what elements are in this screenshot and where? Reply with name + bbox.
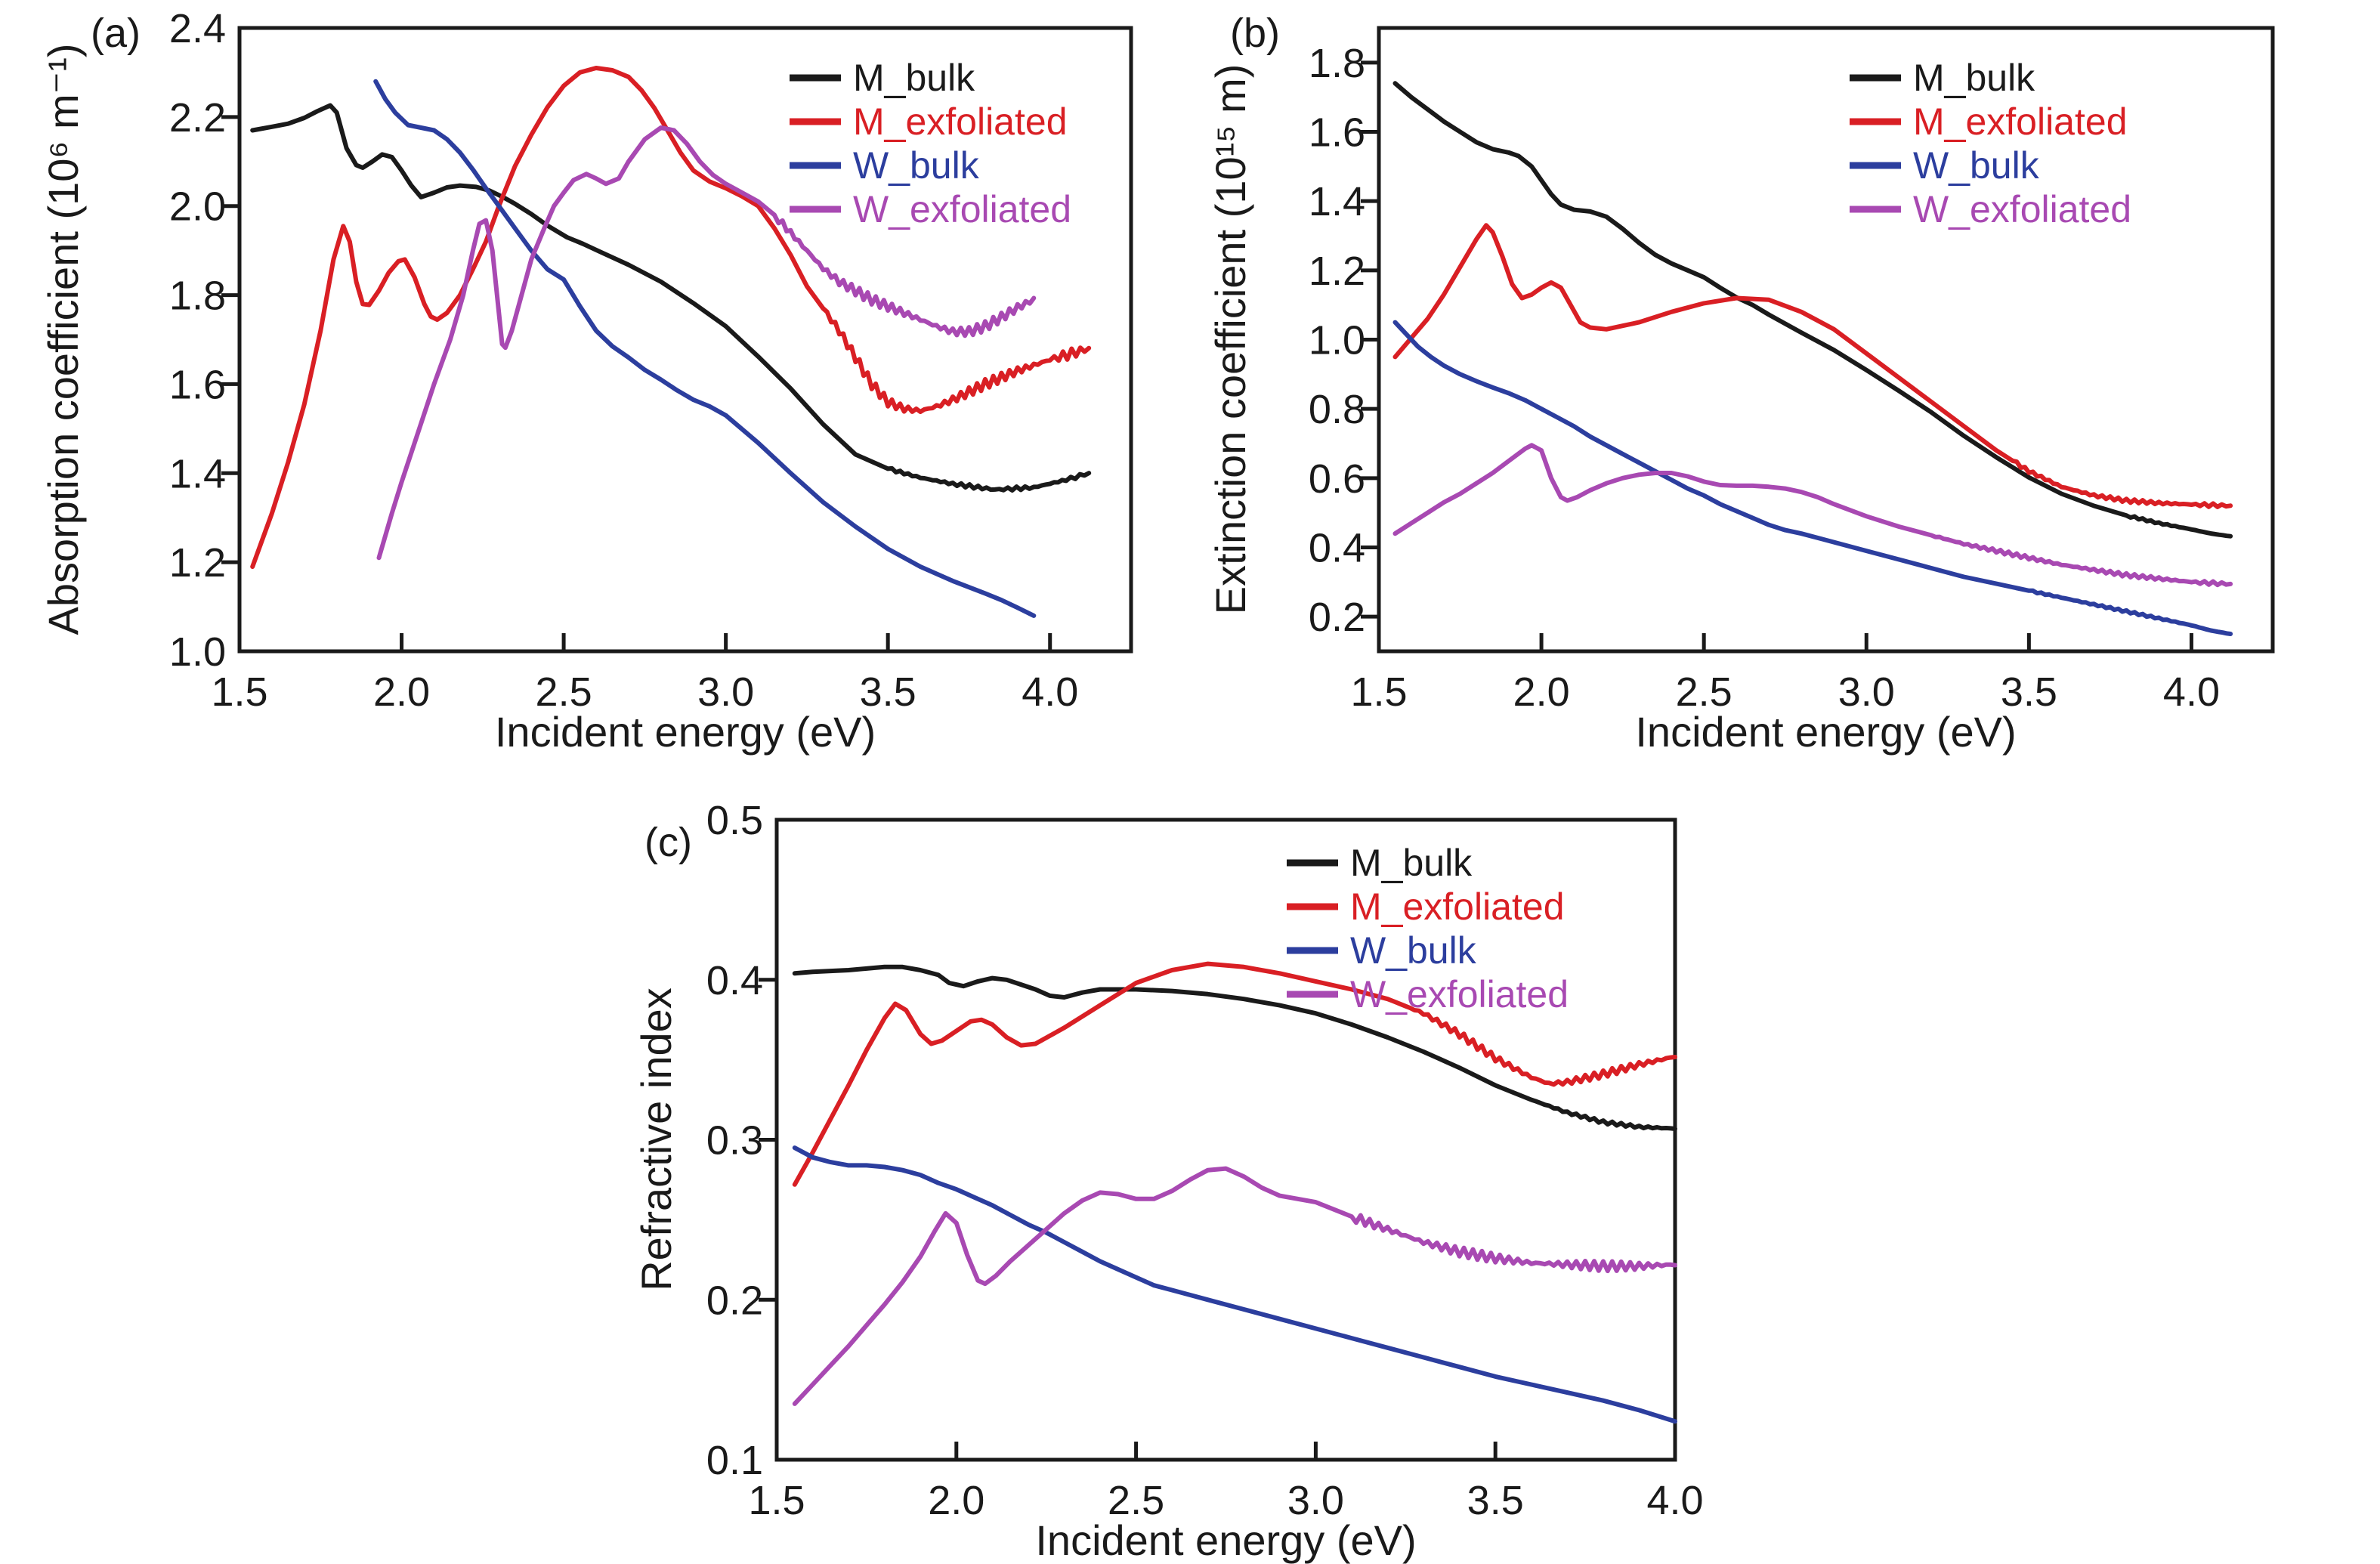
panel-letter: (b) — [1230, 11, 1280, 56]
x-tick-label: 3.0 — [1287, 1478, 1344, 1523]
y-tick-label: 0.2 — [706, 1278, 763, 1323]
x-axis-title: Incident energy (eV) — [495, 708, 876, 756]
x-tick-label: 3.0 — [1838, 669, 1895, 715]
series-M_bulk-line — [1392, 81, 2233, 539]
x-tick-label: 3.5 — [860, 669, 916, 715]
series-W_bulk-line — [792, 1145, 1677, 1424]
x-tick-label: 2.0 — [373, 669, 430, 715]
series-W_bulk-line — [373, 79, 1037, 618]
x-tick-label: 3.0 — [697, 669, 754, 715]
y-axis-title: Refractive index — [632, 988, 680, 1291]
x-tick-label: 4.0 — [2163, 669, 2220, 715]
y-tick-label: 1.2 — [1309, 249, 1365, 294]
series-M_exfoliated-line — [250, 66, 1092, 569]
y-tick-label: 0.2 — [1309, 595, 1365, 640]
y-axis-title: Absorption coefficient (10⁶ m⁻¹) — [39, 43, 87, 635]
legend-label-W_bulk: W_bulk — [853, 144, 980, 187]
y-tick-label: 1.6 — [1309, 110, 1365, 156]
x-tick-label: 1.5 — [211, 669, 267, 715]
y-tick-label: 2.2 — [169, 95, 226, 141]
x-tick-label: 3.5 — [2001, 669, 2057, 715]
series-M_exfoliated-line — [1392, 223, 2233, 509]
panel-a: 1.5 2.0 2.5 3.0 3.5 4.0 1.0 1.2 1.4 1.6 1.8 2.0 2.2 2… — [39, 6, 1133, 756]
legend-label-M_bulk: M_bulk — [1913, 57, 2035, 99]
y-tick-label: 2.4 — [169, 6, 226, 51]
legend-label-M_exfoliated: M_exfoliated — [1350, 886, 1565, 928]
series-W_exfoliated-line — [1392, 443, 2233, 588]
x-tick-label: 2.5 — [536, 669, 592, 715]
panel-letter: (c) — [644, 820, 692, 865]
y-tick-label: 0.3 — [706, 1118, 763, 1164]
y-tick-label: 1.0 — [169, 629, 226, 675]
x-tick-label: 1.5 — [1350, 669, 1407, 715]
series-M_bulk-line — [792, 964, 1677, 1131]
legend-label-M_exfoliated: M_exfoliated — [853, 100, 1068, 143]
y-tick-label: 0.6 — [1309, 456, 1365, 502]
series-W_bulk-line — [1392, 320, 2233, 636]
plot-frame — [1377, 26, 2275, 654]
y-tick-label: 1.8 — [1309, 41, 1365, 86]
series-W_exfoliated-line — [792, 1166, 1677, 1406]
y-tick-label: 1.2 — [169, 540, 226, 586]
series-M_exfoliated-line — [792, 961, 1677, 1187]
legend-label-W_bulk: W_bulk — [1913, 144, 2040, 187]
x-tick-label: 4.0 — [1646, 1478, 1703, 1523]
y-tick-label: 0.4 — [706, 958, 763, 1003]
legend-label-W_exfoliated: W_exfoliated — [1913, 188, 2131, 230]
legend-label-W_exfoliated: W_exfoliated — [853, 188, 1071, 230]
panel-letter: (a) — [91, 11, 141, 56]
y-tick-label: 1.0 — [1309, 318, 1365, 363]
y-tick-label: 0.1 — [706, 1438, 763, 1483]
legend-label-M_bulk: M_bulk — [1350, 842, 1473, 884]
x-tick-label: 2.5 — [1108, 1478, 1164, 1523]
y-tick-label: 0.5 — [706, 798, 763, 843]
series-M_bulk-line — [250, 103, 1092, 493]
legend-label-W_bulk: W_bulk — [1350, 929, 1477, 972]
panel-c: 1.5 2.0 2.5 3.0 3.5 4.0 0.1 0.2 0.3 0.4 0.5 Inciden… — [632, 798, 1704, 1564]
y-tick-label: 1.6 — [169, 362, 226, 407]
y-tick-label: 2.0 — [169, 184, 226, 230]
x-tick-label: 2.0 — [1513, 669, 1570, 715]
x-axis-title: Incident energy (eV) — [1035, 1516, 1416, 1564]
y-tick-label: 1.4 — [169, 451, 226, 496]
legend-label-M_exfoliated: M_exfoliated — [1913, 100, 2128, 143]
x-tick-label: 1.5 — [748, 1478, 805, 1523]
y-tick-label: 1.4 — [1309, 179, 1365, 224]
x-tick-label: 2.5 — [1676, 669, 1732, 715]
legend-label-W_exfoliated: W_exfoliated — [1350, 973, 1569, 1015]
x-axis-title: Incident energy (eV) — [1635, 708, 2016, 756]
plot-frame — [237, 26, 1133, 654]
y-tick-label: 1.8 — [169, 274, 226, 319]
y-axis-title: Extinction coefficient (10¹⁵ m) — [1207, 64, 1254, 615]
x-tick-label: 3.5 — [1467, 1478, 1524, 1523]
x-tick-label: 4.0 — [1022, 669, 1078, 715]
legend-label-M_bulk: M_bulk — [853, 57, 975, 99]
panel-b: 1.5 2.0 2.5 3.0 3.5 4.0 0.2 0.4 0.6 0.8 1.0 1.2 1.4 1… — [1207, 11, 2275, 756]
series-W_exfoliated-line — [376, 125, 1037, 561]
x-tick-label: 2.0 — [928, 1478, 984, 1523]
y-tick-label: 0.8 — [1309, 387, 1365, 432]
y-tick-label: 0.4 — [1309, 526, 1365, 571]
